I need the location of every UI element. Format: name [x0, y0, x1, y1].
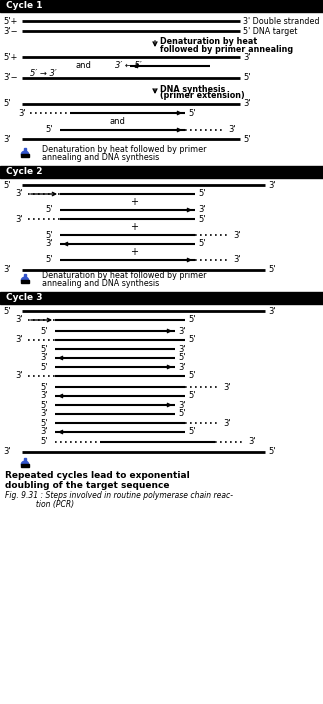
Text: 3': 3': [248, 437, 255, 446]
Text: 5': 5': [198, 189, 205, 199]
Text: 3': 3': [178, 363, 186, 372]
Ellipse shape: [21, 277, 29, 283]
Text: 5': 5': [178, 353, 185, 363]
Text: 5': 5': [188, 108, 195, 118]
Text: 5' DNA target: 5' DNA target: [243, 27, 297, 35]
Text: followed by primer annealing: followed by primer annealing: [160, 44, 293, 54]
Text: 5': 5': [45, 125, 53, 134]
Text: 3' Double stranded: 3' Double stranded: [243, 16, 319, 25]
Text: 5': 5': [40, 437, 47, 446]
Text: 3': 3': [3, 134, 11, 144]
Text: tion (PCR): tion (PCR): [5, 500, 74, 508]
Text: 3': 3': [233, 230, 241, 239]
Text: +: +: [130, 222, 138, 232]
Text: 5': 5': [40, 363, 47, 372]
Text: 5': 5': [198, 215, 205, 223]
Text: Cycle 3: Cycle 3: [6, 294, 43, 303]
Text: 5': 5': [45, 230, 53, 239]
Text: 3': 3': [243, 99, 251, 108]
Text: 5': 5': [3, 180, 11, 189]
Text: 5'+: 5'+: [3, 16, 17, 25]
Text: 5': 5': [243, 73, 251, 82]
Text: 5': 5': [188, 427, 195, 436]
Text: 3': 3': [3, 448, 11, 456]
Text: 3': 3': [40, 391, 47, 401]
Text: 3'−: 3'−: [3, 27, 18, 35]
Text: 3': 3': [15, 315, 23, 325]
Text: 3': 3': [178, 327, 186, 336]
Text: 5': 5': [178, 410, 185, 418]
Text: 5': 5': [40, 418, 47, 427]
Text: DNA synthesis: DNA synthesis: [160, 84, 225, 94]
Bar: [24, 274, 26, 278]
Text: 3': 3': [40, 410, 47, 418]
Text: +: +: [130, 197, 138, 207]
Text: 5': 5': [3, 306, 11, 315]
Text: 3': 3': [15, 336, 23, 344]
Text: 3': 3': [15, 372, 23, 380]
Text: 5': 5': [45, 206, 53, 215]
Text: 3'−: 3'−: [3, 73, 18, 82]
Text: Cycle 1: Cycle 1: [6, 1, 43, 11]
Text: 3': 3': [198, 206, 206, 215]
Text: 3': 3': [233, 256, 241, 265]
Text: 5': 5': [188, 391, 195, 401]
Text: Denaturation by heat followed by primer: Denaturation by heat followed by primer: [42, 272, 206, 280]
Text: 5': 5': [268, 448, 276, 456]
Text: 5': 5': [3, 99, 11, 108]
Text: 3': 3': [3, 265, 11, 275]
Bar: [24, 149, 26, 152]
Text: Repeated cycles lead to exponential: Repeated cycles lead to exponential: [5, 472, 190, 481]
Text: 5': 5': [40, 327, 47, 336]
Text: Cycle 2: Cycle 2: [6, 168, 43, 177]
Text: 3': 3': [243, 53, 251, 61]
Text: 3': 3': [268, 180, 276, 189]
Text: 5'+: 5'+: [3, 53, 17, 61]
Text: Denaturation by heat: Denaturation by heat: [160, 37, 257, 46]
Text: 5': 5': [188, 336, 195, 344]
Text: 5': 5': [45, 256, 53, 265]
Bar: [21, 464, 29, 467]
Text: 5′ → 3′: 5′ → 3′: [30, 70, 57, 79]
Text: (primer extension): (primer extension): [160, 92, 245, 101]
Text: 3': 3': [223, 382, 231, 391]
Text: annealing and DNA synthesis: annealing and DNA synthesis: [42, 153, 159, 163]
Text: Denaturation by heat followed by primer: Denaturation by heat followed by primer: [42, 146, 206, 154]
Text: 3': 3': [45, 239, 53, 249]
Bar: [0, 166, 323, 178]
Bar: [0, 292, 323, 304]
Text: 5': 5': [40, 401, 47, 410]
Bar: [0, 0, 323, 12]
Text: 5': 5': [188, 372, 195, 380]
Ellipse shape: [21, 461, 29, 467]
Bar: [24, 458, 26, 462]
Text: 5': 5': [40, 382, 47, 391]
Text: 3': 3': [223, 418, 231, 427]
Text: 5': 5': [40, 344, 47, 353]
Text: 3': 3': [18, 108, 26, 118]
Bar: [21, 280, 29, 282]
Bar: [21, 154, 29, 156]
Text: and: and: [110, 118, 126, 127]
Text: 3': 3': [40, 353, 47, 363]
Text: 3': 3': [15, 215, 23, 223]
Text: and: and: [75, 61, 91, 70]
Text: 5': 5': [268, 265, 276, 275]
Text: 3′ ← 5′: 3′ ← 5′: [115, 61, 142, 70]
Text: 3': 3': [268, 306, 276, 315]
Text: 5': 5': [188, 315, 195, 325]
Ellipse shape: [21, 151, 29, 157]
Text: 3': 3': [40, 427, 47, 436]
Text: +: +: [130, 247, 138, 257]
Text: annealing and DNA synthesis: annealing and DNA synthesis: [42, 279, 159, 289]
Text: 3': 3': [178, 401, 186, 410]
Text: 3': 3': [228, 125, 235, 134]
Text: Fig. 9.31 : Steps involved in routine polymerase chain reac-: Fig. 9.31 : Steps involved in routine po…: [5, 491, 233, 501]
Text: 5': 5': [243, 134, 251, 144]
Text: doubling of the target sequence: doubling of the target sequence: [5, 481, 170, 489]
Text: 3': 3': [15, 189, 23, 199]
Text: 5': 5': [198, 239, 205, 249]
Text: 3': 3': [178, 344, 186, 353]
